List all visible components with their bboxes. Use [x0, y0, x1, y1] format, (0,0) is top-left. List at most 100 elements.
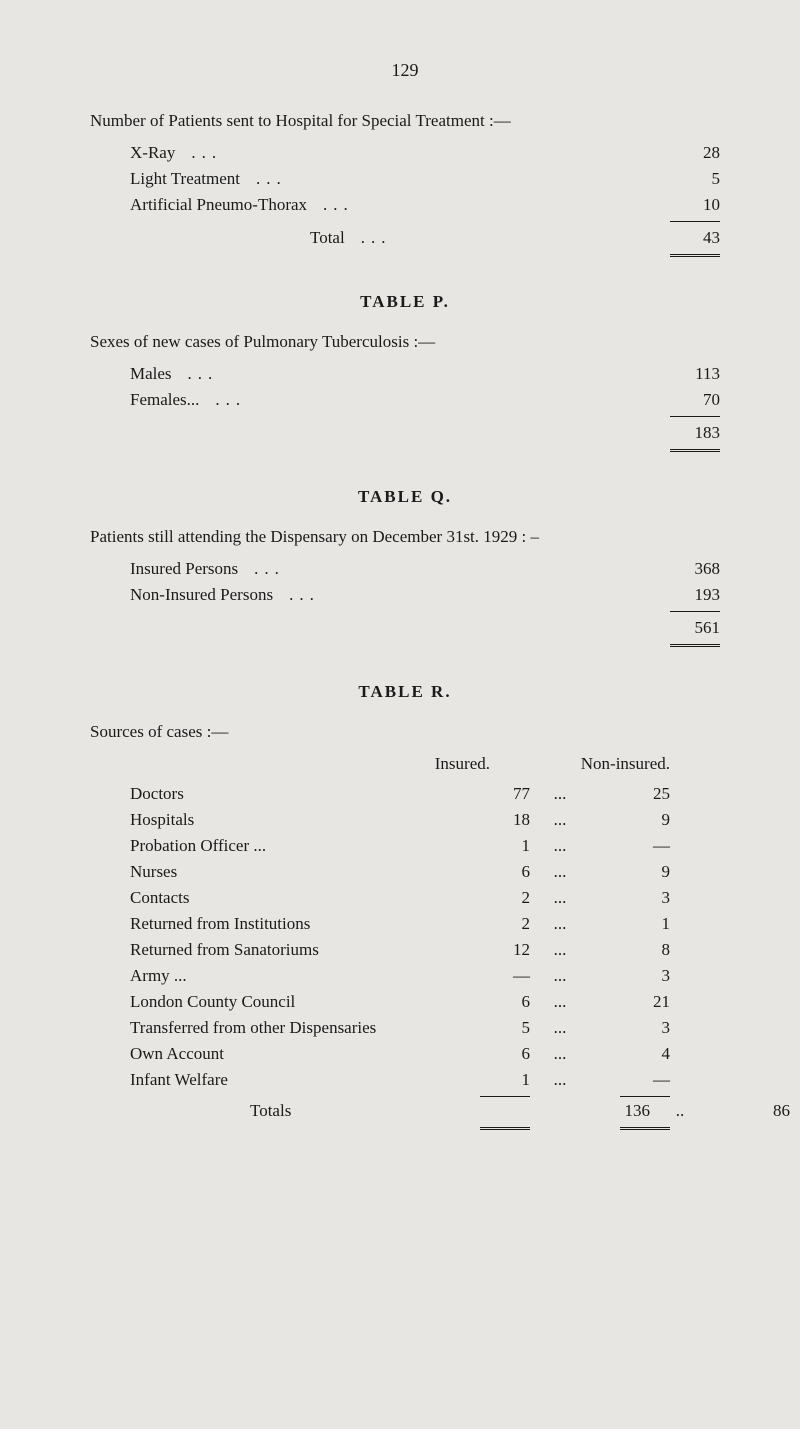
totals-row: Totals 136 .. 86 [130, 1101, 720, 1121]
dots: ... [530, 1018, 590, 1038]
dots: ... [323, 195, 644, 215]
dots: ... [530, 1044, 590, 1064]
row-value: 10 [660, 195, 720, 215]
row-label: Own Account [130, 1044, 450, 1064]
row-label: Males [130, 364, 172, 384]
table-row: Infant Welfare1...— [130, 1070, 720, 1090]
row-label: Artificial Pneumo-Thorax [130, 195, 307, 215]
spacer [146, 423, 644, 443]
row-value: 5 [660, 169, 720, 189]
spacer [90, 754, 410, 774]
col-header-noninsured: Non-insured. [550, 754, 670, 774]
row-insured: 2 [450, 888, 530, 908]
total-value: 561 [660, 618, 720, 638]
section-heading: Patients still attending the Dispensary … [90, 527, 720, 547]
row-label: Nurses [130, 862, 450, 882]
dots: ... [530, 966, 590, 986]
table-row: London County Council6...21 [130, 992, 720, 1012]
dots: ... [361, 228, 644, 248]
row-noninsured: 25 [590, 784, 670, 804]
data-row: X-Ray ... 28 [130, 143, 720, 163]
row-label: X-Ray [130, 143, 175, 163]
spacer [490, 754, 550, 774]
dots: ... [530, 940, 590, 960]
data-row: Non-Insured Persons ... 193 [130, 585, 720, 605]
row-noninsured: 21 [590, 992, 670, 1012]
row-noninsured: 3 [590, 888, 670, 908]
row-insured: 5 [450, 1018, 530, 1038]
total-value: 183 [660, 423, 720, 443]
row-noninsured: — [590, 836, 670, 856]
total-row: 561 [130, 618, 720, 638]
document-page: 129 Number of Patients sent to Hospital … [0, 0, 800, 1200]
total-row: Total ... 43 [130, 228, 720, 248]
data-row: Insured Persons ... 368 [130, 559, 720, 579]
dots: ... [188, 364, 644, 384]
double-rule-row [130, 1127, 720, 1130]
table-row: Returned from Institutions2...1 [130, 914, 720, 934]
row-label: Transferred from other Dispensaries [130, 1018, 450, 1038]
dots: ... [256, 169, 644, 189]
row-noninsured: 3 [590, 1018, 670, 1038]
row-noninsured: 3 [590, 966, 670, 986]
rule [670, 221, 720, 222]
row-label: Non-Insured Persons [130, 585, 273, 605]
row-insured: 77 [450, 784, 530, 804]
dots: ... [530, 810, 590, 830]
row-noninsured: 8 [590, 940, 670, 960]
section-table-p: Sexes of new cases of Pulmonary Tubercul… [90, 332, 720, 452]
table-row: Own Account6...4 [130, 1044, 720, 1064]
section-heading: Sources of cases :— [90, 722, 720, 742]
row-noninsured: — [590, 1070, 670, 1090]
table-title: TABLE Q. [90, 487, 720, 507]
dots: ... [530, 914, 590, 934]
table-row: Nurses6...9 [130, 862, 720, 882]
row-insured: 6 [450, 862, 530, 882]
row-label: London County Council [130, 992, 450, 1012]
dots: ... [254, 559, 644, 579]
row-noninsured: 4 [590, 1044, 670, 1064]
dots: .. [650, 1101, 710, 1121]
dots: ... [530, 784, 590, 804]
total-row: 183 [130, 423, 720, 443]
section-table-r: Sources of cases :— Insured. Non-insured… [90, 722, 720, 1130]
dots: ... [530, 836, 590, 856]
row-label: Returned from Sanatoriums [130, 940, 450, 960]
row-noninsured: 9 [590, 862, 670, 882]
table-row: Probation Officer ...1...— [130, 836, 720, 856]
row-noninsured: 9 [590, 810, 670, 830]
row-insured: 1 [450, 836, 530, 856]
row-value: 368 [660, 559, 720, 579]
data-row: Males ... 113 [130, 364, 720, 384]
dots: ... [530, 992, 590, 1012]
row-label: Insured Persons [130, 559, 238, 579]
double-rule [670, 254, 720, 257]
row-label: Light Treatment [130, 169, 240, 189]
row-insured: — [450, 966, 530, 986]
row-insured: 18 [450, 810, 530, 830]
table-title: TABLE P. [90, 292, 720, 312]
table-row: Hospitals18...9 [130, 810, 720, 830]
rule [670, 611, 720, 612]
table-row: Contacts2...3 [130, 888, 720, 908]
page-number: 129 [90, 60, 720, 81]
section-heading: Sexes of new cases of Pulmonary Tubercul… [90, 332, 720, 352]
data-row: Light Treatment ... 5 [130, 169, 720, 189]
total-value: 43 [660, 228, 720, 248]
row-label: Infant Welfare [130, 1070, 450, 1090]
section-heading: Number of Patients sent to Hospital for … [90, 111, 720, 131]
spacer [146, 618, 644, 638]
total-label: Total [310, 228, 345, 248]
row-value: 70 [660, 390, 720, 410]
row-label: Hospitals [130, 810, 450, 830]
table-row: Returned from Sanatoriums12...8 [130, 940, 720, 960]
row-value: 28 [660, 143, 720, 163]
totals-insured: 136 [570, 1101, 650, 1121]
dots: ... [530, 888, 590, 908]
dots: ... [215, 390, 644, 410]
table-title: TABLE R. [90, 682, 720, 702]
section-hospital-treatment: Number of Patients sent to Hospital for … [90, 111, 720, 257]
row-label: Doctors [130, 784, 450, 804]
row-insured: 2 [450, 914, 530, 934]
dots: ... [530, 1070, 590, 1090]
